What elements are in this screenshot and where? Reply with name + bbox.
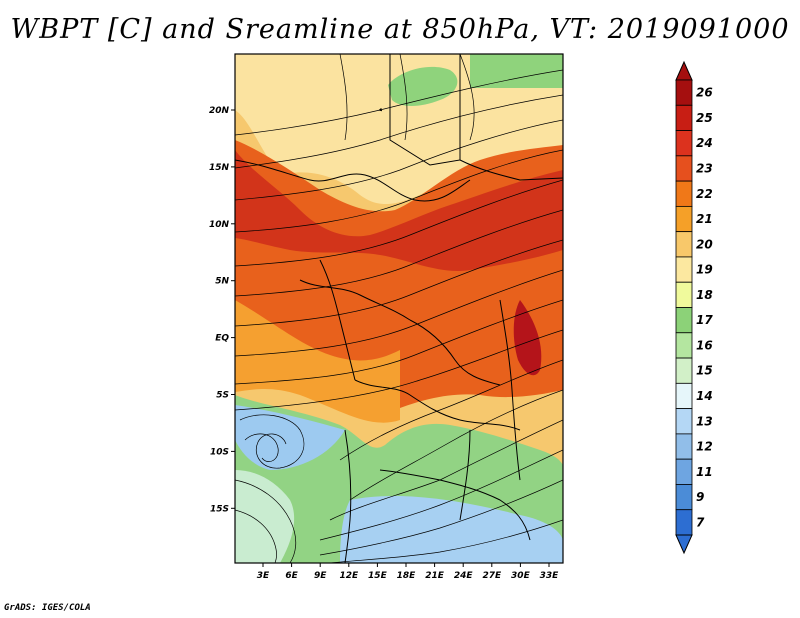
wbpt-region-blue-west (235, 405, 345, 470)
colorbar-label: 24 (696, 136, 713, 150)
colorbar-segment (675, 256, 693, 283)
colorbar-label: 17 (696, 313, 713, 327)
colorbar-label: 26 (696, 86, 713, 100)
credit-label: GrADS: IGES/COLA (4, 603, 91, 613)
colorbar-label: 13 (696, 414, 713, 428)
colorbar-label: 23 (696, 161, 713, 175)
colorbar-segment (675, 79, 693, 106)
wbpt-region-lake (513, 300, 542, 376)
lat-tick-label: 5S (216, 391, 229, 401)
lon-tick-label: 9E (314, 571, 327, 581)
lat-tick-label: 10N (209, 220, 230, 230)
colorbar-segment (675, 382, 693, 410)
colorbar-label: 25 (696, 111, 713, 125)
colorbar-segment (675, 332, 693, 359)
wbpt-region-hot-core (235, 150, 563, 272)
colorbar-segment (675, 408, 693, 435)
colorbar-segment (675, 458, 693, 485)
wbpt-region-blue-south (340, 495, 563, 563)
lat-tick-label: EQ (215, 334, 229, 344)
colorbar-segment (675, 281, 693, 308)
colorbar-segment (675, 205, 693, 233)
colorbar-segment (675, 130, 693, 157)
longitude-axis: 3E 6E 9E 12E 15E 18E 21E 24E 27E 30E 33E (257, 563, 559, 581)
lon-tick-label: 12E (339, 571, 359, 581)
lon-tick-label: 24E (454, 571, 474, 581)
lat-tick-label: 10S (210, 447, 229, 457)
lon-tick-label: 18E (397, 571, 417, 581)
colorbar-label: 20 (696, 237, 713, 251)
chart-title: WBPT [C] and Sreamline at 850hPa, VT: 20… (10, 14, 790, 45)
colorbar-label: 12 (696, 440, 713, 454)
lon-tick-label: 3E (257, 571, 270, 581)
colorbar-segment (675, 155, 693, 182)
colorbar-segment (675, 509, 693, 536)
streamlines (235, 54, 563, 563)
lat-tick-label: 20N (209, 106, 230, 116)
lon-tick-label: 30E (511, 571, 531, 581)
colorbar-segment (675, 484, 693, 511)
wbpt-region-green-northeast (470, 54, 563, 88)
colorbar-label: 15 (696, 364, 713, 378)
lon-tick-label: 21E (425, 571, 445, 581)
colorbar-segment (675, 307, 693, 334)
colorbar-label: 18 (696, 288, 713, 302)
colorbar-bottom-arrow (675, 534, 693, 555)
colorbar-label: 14 (696, 389, 713, 403)
lat-tick-label: 5N (215, 277, 229, 287)
map-plot-area (235, 54, 563, 563)
colorbar: 26 25 24 23 22 21 20 19 18 17 16 15 14 13 12 11 9 7 (675, 60, 713, 555)
colorbar-segment (675, 104, 693, 131)
colorbar-label: 22 (696, 187, 713, 201)
colorbar-segment (675, 357, 693, 384)
lon-tick-label: 33E (540, 571, 560, 581)
lon-tick-label: 6E (285, 571, 298, 581)
lat-tick-label: 15N (209, 163, 230, 173)
lon-tick-label: 27E (482, 571, 502, 581)
colorbar-label: 21 (696, 212, 713, 226)
wbpt-region-pale-southwest (235, 470, 295, 563)
latitude-axis: 20N 15N 10N 5N EQ 5S 10S 15S (209, 106, 235, 514)
colorbar-label: 16 (696, 338, 713, 352)
colorbar-segment (675, 433, 693, 460)
map-frame (234, 53, 564, 564)
colorbar-label: 11 (696, 465, 713, 479)
wbpt-region-green-north (388, 66, 458, 106)
colorbar-segment (675, 231, 693, 258)
colorbar-label: 7 (696, 515, 705, 529)
colorbar-top-arrow (675, 60, 693, 81)
colorbar-segment (675, 180, 693, 207)
lon-tick-label: 15E (368, 571, 388, 581)
lat-tick-label: 15S (210, 504, 229, 514)
colorbar-label: 19 (696, 263, 713, 277)
wbpt-region-orange-south (235, 300, 400, 423)
colorbar-label: 9 (696, 490, 704, 504)
country-borders (235, 54, 563, 563)
